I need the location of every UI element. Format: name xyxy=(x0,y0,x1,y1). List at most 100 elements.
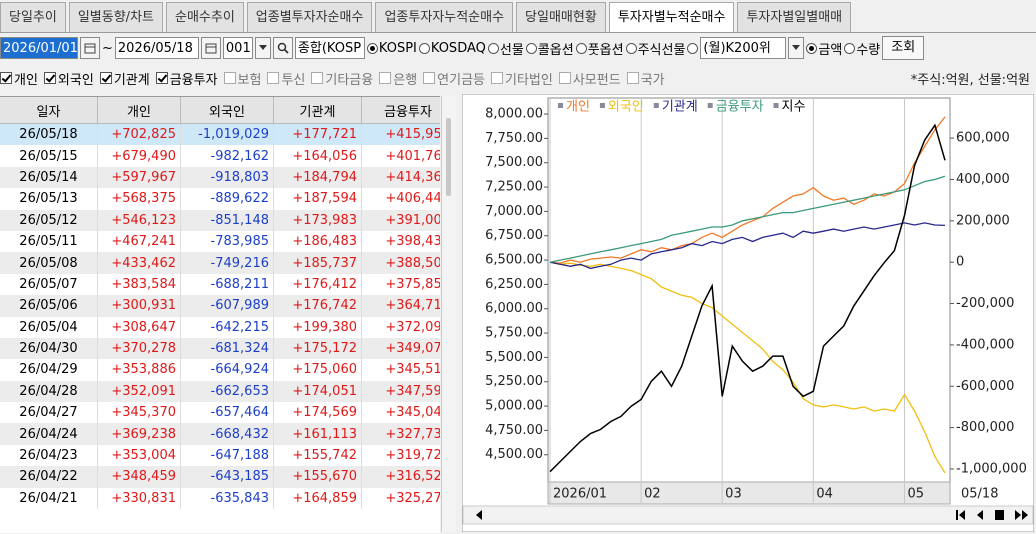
y2-tick-label: 600,000 xyxy=(956,131,1010,146)
market-radio[interactable]: KOSDAQ xyxy=(418,41,486,56)
value-cell: -643,185 xyxy=(180,466,274,488)
scroll-left[interactable] xyxy=(476,510,482,520)
tab[interactable]: 투자자별일별매매 xyxy=(737,2,852,32)
column-header: 금융투자 xyxy=(361,97,440,124)
filter-checkbox[interactable]: 기타법인 xyxy=(491,69,553,88)
y2-tick-label: -800,000 xyxy=(956,420,1014,435)
tab[interactable]: 투자자별누적순매수 xyxy=(608,2,735,32)
tab[interactable]: 순매수추이 xyxy=(165,2,244,32)
y-tick-label: 8,000.00 xyxy=(485,107,543,122)
calendar-button[interactable] xyxy=(80,37,100,59)
filter-checkbox[interactable]: 국가 xyxy=(626,69,665,88)
value-cell: -783,985 xyxy=(180,230,274,253)
table-row[interactable]: 26/05/15+679,490-982,162+164,056+401,764 xyxy=(0,145,440,167)
filter-checkbox[interactable]: 연기금등 xyxy=(423,69,485,88)
scroll-prev[interactable] xyxy=(959,510,965,520)
search-button[interactable] xyxy=(272,37,293,59)
tab[interactable]: 업종별투자자순매수 xyxy=(246,2,373,32)
month-select[interactable]: (월)K200위 xyxy=(700,37,787,59)
calendar-button[interactable] xyxy=(200,37,221,59)
table-row[interactable]: 26/04/21+330,831-635,843+164,859+325,270 xyxy=(0,487,440,510)
query-button[interactable]: 조회 xyxy=(882,36,925,60)
checkbox-label: 투신 xyxy=(281,72,306,88)
table-row[interactable]: 26/04/22+348,459-643,185+155,670+316,524 xyxy=(0,466,440,488)
value-cell: -688,211 xyxy=(180,273,274,296)
x-tick-label: 03 xyxy=(725,487,742,502)
y2-tick-label: 0 xyxy=(956,255,964,270)
code-field[interactable]: 001 xyxy=(222,37,253,59)
filter-checkbox[interactable]: 외국인 xyxy=(43,69,94,88)
value-cell: +330,831 xyxy=(97,487,181,510)
market-radio[interactable]: 콜옵션 xyxy=(525,39,574,58)
checkbox xyxy=(379,72,392,84)
y-tick-label: 6,250.00 xyxy=(485,277,543,292)
scroll-forward[interactable] xyxy=(1015,510,1021,520)
filter-checkbox[interactable]: 금융투자 xyxy=(155,69,218,88)
table-row[interactable]: 26/04/23+353,004-647,188+155,742+319,722 xyxy=(0,444,440,467)
scroll-stop[interactable] xyxy=(995,510,1004,520)
value-cell: -918,803 xyxy=(180,166,274,189)
checkbox-label: 보험 xyxy=(237,72,262,88)
end-date[interactable]: 2026/05/18 xyxy=(114,37,199,59)
value-cell: -982,162 xyxy=(180,145,274,167)
table-row[interactable]: 26/05/04+308,647-642,215+199,380+372,099 xyxy=(0,316,440,338)
scroll-buttons[interactable] xyxy=(476,510,1028,520)
value-cell: +175,060 xyxy=(273,359,362,381)
table-row[interactable]: 26/05/06+300,931-607,989+176,742+364,716 xyxy=(0,295,440,317)
table-row[interactable]: 26/04/27+345,370-657,464+174,569+345,047 xyxy=(0,402,440,424)
value-cell: +401,764 xyxy=(361,145,440,167)
table-row[interactable]: 26/05/08+433,462-749,216+185,737+388,501 xyxy=(0,252,440,274)
tab[interactable]: 당일매매현황 xyxy=(516,2,606,32)
market-radio[interactable]: 선물 xyxy=(487,39,524,58)
blank-radio[interactable] xyxy=(687,42,699,54)
table-row[interactable]: 26/04/28+352,091-662,653+174,051+347,598 xyxy=(0,380,440,403)
filter-checkbox[interactable]: 은행 xyxy=(379,69,417,88)
checkbox-label: 기관계 xyxy=(113,72,150,88)
table-row[interactable]: 26/05/13+568,375-889,622+187,594+406,444 xyxy=(0,188,440,210)
date-cell: 26/04/28 xyxy=(0,380,98,403)
scroll-end[interactable] xyxy=(1022,510,1028,520)
dropdown-button[interactable] xyxy=(788,37,805,59)
filter-checkbox[interactable]: 보험 xyxy=(223,69,262,88)
checkbox-label: 연기금등 xyxy=(437,72,485,88)
table-row[interactable]: 26/05/12+546,123-851,148+173,983+391,001 xyxy=(0,209,440,231)
value-cell: +347,598 xyxy=(361,380,440,403)
value-cell: +415,955 xyxy=(361,123,440,146)
vertical-scrollbar[interactable] xyxy=(441,96,456,532)
dropdown-button[interactable] xyxy=(254,37,271,59)
table-row[interactable]: 26/04/24+369,238-668,432+161,113+327,737 xyxy=(0,423,440,445)
start-date[interactable]: 2026/01/01 xyxy=(0,37,78,59)
value-cell: +353,886 xyxy=(97,359,181,381)
filter-checkbox[interactable]: 기관계 xyxy=(99,69,150,88)
table-row[interactable]: 26/05/11+467,241-783,985+186,483+398,431 xyxy=(0,230,440,253)
filter-checkbox[interactable]: 기타금융 xyxy=(311,69,373,88)
scroll-back[interactable] xyxy=(977,510,983,520)
table-row[interactable]: 26/05/18 +702,825 -1,019,029 +177,721 +415,9… xyxy=(0,123,440,146)
value-cell: +345,047 xyxy=(361,402,440,424)
filter-checkbox[interactable]: 개인 xyxy=(0,69,38,88)
filter-checkbox[interactable]: 투신 xyxy=(267,69,305,88)
value-cell: +176,742 xyxy=(273,295,362,317)
market-radio[interactable]: KOSPI xyxy=(366,41,417,56)
table-row[interactable]: 26/04/29+353,886-664,924+175,060+345,517 xyxy=(0,359,440,381)
legend-swatch xyxy=(653,103,659,108)
x-axis-band xyxy=(547,481,951,505)
value-cell: -668,432 xyxy=(180,423,274,445)
tab[interactable]: 당일추이 xyxy=(0,2,66,32)
value-cell: -889,622 xyxy=(180,188,274,210)
table-row[interactable]: 26/05/14+597,967-918,803+184,794+414,366 xyxy=(0,166,440,189)
market-radio[interactable]: 풋옵션 xyxy=(575,39,624,58)
unit-radio[interactable]: 금액 xyxy=(806,39,842,58)
tab[interactable]: 업종투자자누적순매수 xyxy=(375,2,514,32)
table-row[interactable]: 26/05/07+383,584-688,211+176,412+375,852 xyxy=(0,273,440,296)
horizontal-scrollbar[interactable] xyxy=(462,505,1034,525)
filter-checkbox[interactable]: 사모펀드 xyxy=(558,69,621,88)
radio-label: 콜옵션 xyxy=(537,42,574,58)
unit-radio[interactable]: 수량 xyxy=(844,39,880,58)
table: 일자 개인 외국인 기관계 금융투자 26/05/18 +702,825 -1,019,029… xyxy=(0,97,440,510)
market-radio[interactable]: 주식선물 xyxy=(625,39,685,58)
scroll-thumb[interactable] xyxy=(446,118,451,196)
table-row[interactable]: 26/04/30+370,278-681,324+175,172+349,071 xyxy=(0,337,440,360)
market-field[interactable]: 종합(KOSP xyxy=(294,37,365,59)
tab[interactable]: 일별동향/차트 xyxy=(68,2,163,32)
